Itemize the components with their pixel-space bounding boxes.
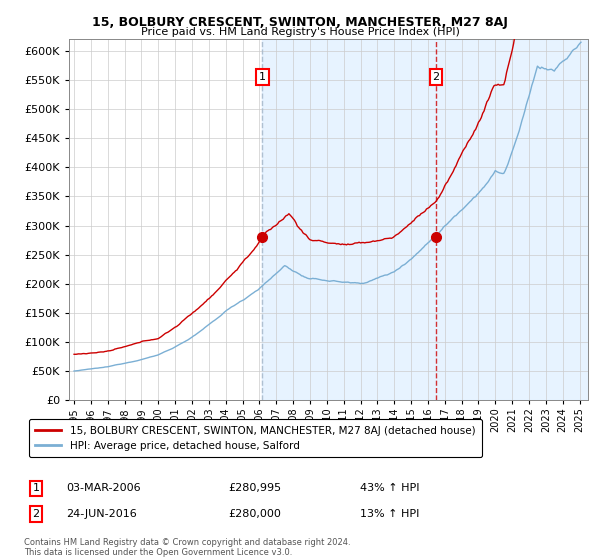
Legend: 15, BOLBURY CRESCENT, SWINTON, MANCHESTER, M27 8AJ (detached house), HPI: Averag: 15, BOLBURY CRESCENT, SWINTON, MANCHESTE…: [29, 419, 482, 457]
Text: 43% ↑ HPI: 43% ↑ HPI: [360, 483, 419, 493]
Text: 2: 2: [32, 509, 40, 519]
Text: 2: 2: [433, 72, 440, 82]
Text: £280,000: £280,000: [228, 509, 281, 519]
Text: 24-JUN-2016: 24-JUN-2016: [66, 509, 137, 519]
Text: 03-MAR-2006: 03-MAR-2006: [66, 483, 140, 493]
Text: 1: 1: [259, 72, 266, 82]
Text: Contains HM Land Registry data © Crown copyright and database right 2024.
This d: Contains HM Land Registry data © Crown c…: [24, 538, 350, 557]
Text: £280,995: £280,995: [228, 483, 281, 493]
Bar: [262, 39, 588, 400]
Text: 1: 1: [32, 483, 40, 493]
Text: Price paid vs. HM Land Registry's House Price Index (HPI): Price paid vs. HM Land Registry's House …: [140, 27, 460, 37]
Text: 13% ↑ HPI: 13% ↑ HPI: [360, 509, 419, 519]
Text: 15, BOLBURY CRESCENT, SWINTON, MANCHESTER, M27 8AJ: 15, BOLBURY CRESCENT, SWINTON, MANCHESTE…: [92, 16, 508, 29]
